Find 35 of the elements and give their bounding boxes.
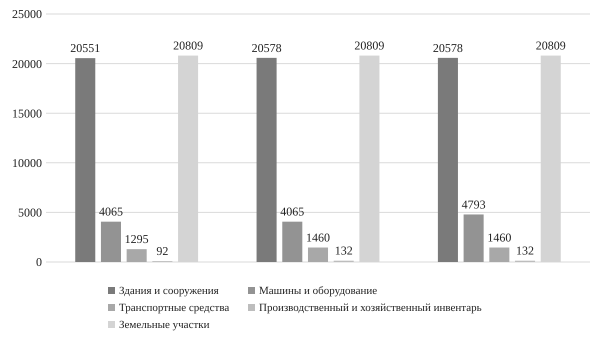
data-label: 92 [156,244,168,258]
data-label: 1295 [124,232,149,246]
data-label: 1460 [306,230,330,245]
data-label: 20578 [432,40,463,55]
data-label: 20578 [252,40,282,55]
bar [438,58,458,262]
bar [100,222,121,262]
data-label: 20809 [354,38,384,53]
data-label: 4065 [98,204,123,219]
bar [126,249,147,262]
y-tick-label: 25000 [12,7,42,22]
bar [489,248,510,262]
data-label: 20809 [173,38,204,53]
bar [464,214,484,262]
bar [75,58,96,262]
y-tick-label: 0 [36,255,42,270]
y-tick-label: 5000 [18,206,42,220]
y-tick-label: 10000 [12,156,42,170]
legend-label: Машины и оборудование [259,285,378,297]
bar [308,248,328,262]
y-tick-label: 20000 [12,56,42,71]
legend-label: Земельные участки [119,319,210,331]
data-label: 20551 [70,41,100,56]
data-label: 20809 [536,38,566,53]
bar [282,222,302,262]
legend-label: Транспортные средства [119,302,230,314]
legend-label: Производственный и хозяйственный инвентарь [259,302,482,314]
data-label: 4793 [462,197,486,212]
y-tick-label: 15000 [12,106,42,120]
legend-label: Здания и сооружения [119,285,219,297]
data-label: 4065 [280,204,304,219]
data-label: 132 [516,244,534,258]
data-label: 1460 [487,230,512,245]
data-label: 132 [334,244,353,258]
bar [256,58,277,262]
